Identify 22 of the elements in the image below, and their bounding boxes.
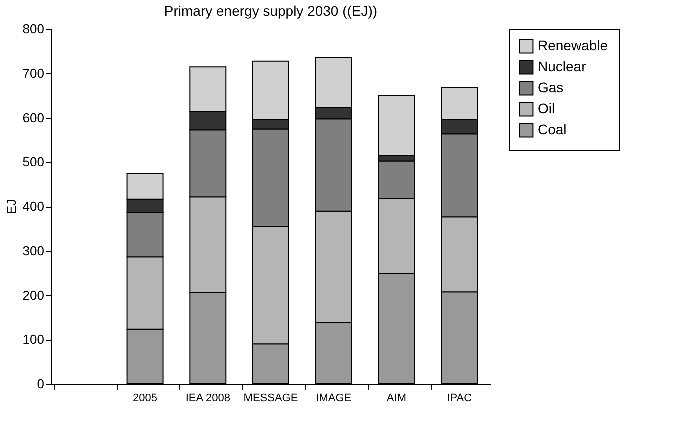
legend-label: Oil	[538, 100, 556, 116]
y-tick-label: 800	[22, 22, 44, 36]
y-tick-label: 700	[22, 66, 44, 81]
legend-label: Coal	[538, 122, 567, 138]
y-tick-label: 300	[22, 243, 44, 258]
y-tick-label: 200	[22, 288, 44, 303]
y-tick-label: 600	[22, 110, 44, 126]
legend-label: Renewable	[538, 38, 608, 54]
legend-label: Gas	[538, 80, 564, 96]
y-tick-label: 500	[22, 154, 44, 170]
legend-label: Nuclear	[538, 58, 587, 74]
x-tick-label: AIM	[386, 392, 406, 404]
y-tick-label: 400	[22, 199, 44, 214]
x-tick-label: 2005	[133, 392, 158, 404]
y-tick-label: 0	[37, 376, 44, 392]
y-axis-title: EJ	[4, 199, 19, 215]
x-tick-label: IMAGE	[316, 392, 352, 404]
x-tick-label: MESSAGE	[244, 392, 298, 404]
x-tick-label: IPAC	[447, 392, 472, 404]
y-tick-label: 100	[22, 332, 44, 348]
chart-title: Primary energy supply 2030 ((EJ))	[164, 3, 378, 19]
x-tick-label: IEA 2008	[186, 392, 230, 404]
